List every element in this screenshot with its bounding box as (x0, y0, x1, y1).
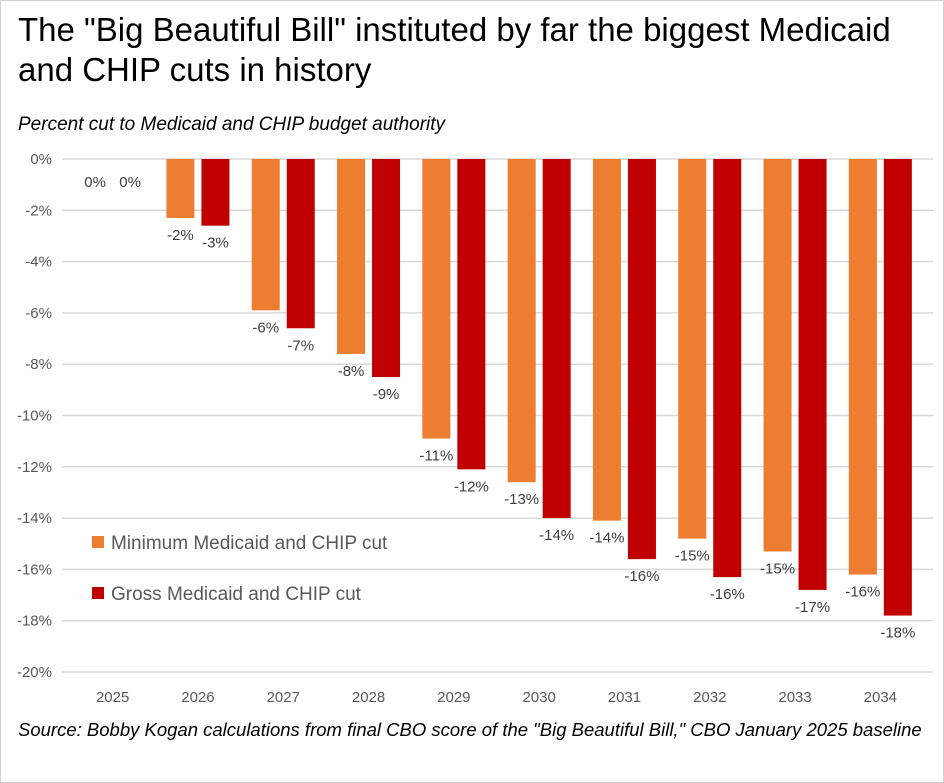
data-label: -16% (624, 568, 659, 585)
y-tick-label: -10% (17, 408, 52, 425)
data-label: -16% (710, 586, 745, 603)
data-label: 0% (119, 174, 141, 191)
y-tick-label: -20% (17, 664, 52, 681)
y-tick-label: -16% (17, 561, 52, 578)
bar-minimum (251, 159, 280, 311)
bar-gross (372, 159, 401, 378)
y-tick-label: -8% (25, 356, 52, 373)
data-label: -18% (880, 625, 915, 642)
x-tick-label: 2033 (778, 689, 811, 706)
data-label: -14% (539, 527, 574, 544)
bar-minimum (337, 159, 366, 354)
data-label: -12% (454, 478, 489, 495)
bar-gross (883, 159, 912, 616)
y-tick-label: 0% (30, 151, 52, 168)
x-tick-label: 2032 (693, 689, 726, 706)
data-label: -15% (760, 560, 795, 577)
legend-swatch (92, 587, 104, 599)
bar-minimum (848, 159, 877, 575)
x-tick-label: 2026 (181, 689, 214, 706)
bar-minimum (592, 159, 621, 521)
y-tick-label: -6% (25, 305, 52, 322)
bar-minimum (507, 159, 536, 483)
data-label: -9% (373, 386, 400, 403)
data-label: -6% (252, 319, 279, 336)
data-label: -15% (675, 548, 710, 565)
y-tick-label: -14% (17, 510, 52, 527)
chart-subtitle: Percent cut to Medicaid and CHIP budget … (18, 114, 446, 135)
legend-bg (86, 527, 416, 557)
y-tick-label: -18% (17, 613, 52, 630)
bar-minimum (678, 159, 707, 539)
bar-gross (627, 159, 656, 560)
legend-label: Gross Medicaid and CHIP cut (111, 584, 362, 605)
data-label: -17% (795, 599, 830, 616)
data-label: -7% (287, 337, 314, 354)
y-tick-label: -12% (17, 459, 52, 476)
data-label: -11% (419, 448, 453, 465)
bar-gross (457, 159, 486, 470)
y-tick-label: -2% (25, 202, 52, 219)
x-tick-label: 2031 (608, 689, 641, 706)
legend-label: Minimum Medicaid and CHIP cut (111, 533, 388, 554)
x-tick-label: 2025 (96, 689, 129, 706)
bar-minimum (166, 159, 195, 218)
data-label: -3% (202, 235, 229, 252)
x-tick-label: 2030 (522, 689, 555, 706)
bar-gross (798, 159, 827, 590)
legend-bg (86, 578, 416, 608)
legend-swatch (92, 536, 104, 548)
bar-gross (542, 159, 571, 519)
data-label: -2% (167, 227, 194, 244)
data-label: -14% (589, 530, 624, 547)
data-label: -8% (338, 363, 365, 380)
chart-source: Source: Bobby Kogan calculations from fi… (18, 719, 922, 740)
x-tick-label: 2027 (267, 689, 300, 706)
data-label: -16% (845, 584, 880, 601)
bar-gross (713, 159, 742, 578)
data-label: 0% (84, 174, 106, 191)
chart-title: The "Big Beautiful Bill" instituted by f… (18, 11, 891, 88)
x-tick-label: 2028 (352, 689, 385, 706)
data-label: -13% (504, 491, 539, 508)
x-tick-label: 2034 (864, 689, 897, 706)
bar-gross (201, 159, 230, 226)
y-tick-label: -4% (25, 254, 52, 271)
bar-minimum (422, 159, 451, 439)
bar-minimum (763, 159, 792, 552)
bar-gross (286, 159, 315, 329)
x-tick-label: 2029 (437, 689, 470, 706)
